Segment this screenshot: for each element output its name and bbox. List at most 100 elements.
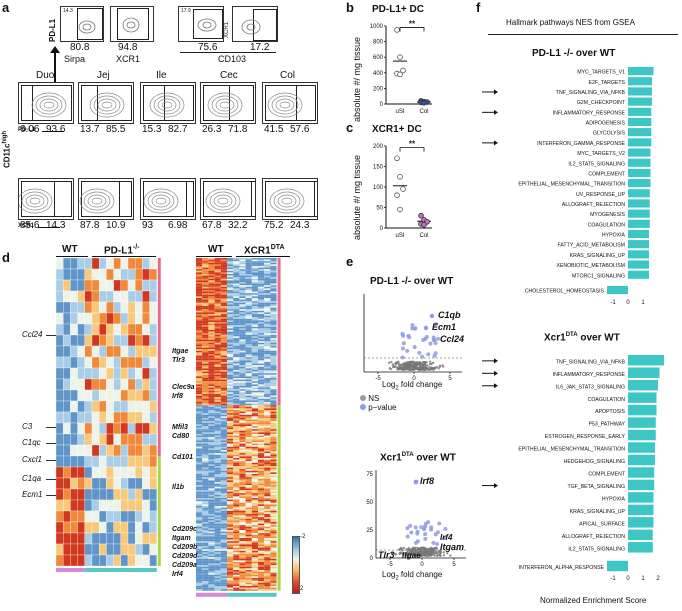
heatmap-cell xyxy=(214,586,221,588)
heatmap-cell xyxy=(251,491,258,494)
heatmap-cell xyxy=(264,534,271,537)
heatmap-cell xyxy=(77,477,85,490)
heatmap-cell xyxy=(142,258,150,270)
heatmap-cell xyxy=(202,587,209,590)
heatmap-cell xyxy=(233,296,240,298)
heatmap-cell xyxy=(245,411,252,414)
heatmap-cell xyxy=(251,507,258,510)
heatmap-cell xyxy=(264,424,271,426)
heatmap-cell xyxy=(264,578,271,580)
heatmap-cell xyxy=(239,403,246,406)
heatmap-cell xyxy=(91,477,100,490)
contour xyxy=(101,101,113,109)
heatmap-cell xyxy=(239,314,246,316)
heatmap-cell xyxy=(202,547,209,550)
heatmap-cell xyxy=(227,464,234,466)
heatmap-cell xyxy=(208,563,215,566)
heatmap-cell xyxy=(208,448,215,450)
heatmap-cell xyxy=(227,515,234,518)
heatmap-cell xyxy=(214,563,221,566)
heatmap-cell xyxy=(220,304,227,306)
heatmap-cell xyxy=(70,323,78,336)
heatmap-cell xyxy=(264,395,271,398)
heatmap-cell xyxy=(127,444,136,457)
sig-point xyxy=(437,521,442,526)
heatmap-cell xyxy=(214,376,221,378)
heatmap-cell xyxy=(202,346,209,348)
heatmap-cell xyxy=(202,445,209,447)
heatmap-cell xyxy=(208,584,215,586)
heatmap-cell xyxy=(84,411,93,424)
heatmap-cell xyxy=(227,314,234,316)
heatmap-cell xyxy=(258,494,265,497)
heatmap-cell xyxy=(196,302,203,305)
heatmap-cell xyxy=(245,341,252,343)
heatmap-cell xyxy=(251,435,258,438)
ns-point xyxy=(400,368,403,371)
heatmap-cell xyxy=(220,496,227,498)
heatmap-cell xyxy=(245,414,252,417)
heatmap-cell xyxy=(196,323,203,326)
heatmap-cell xyxy=(227,563,234,566)
heatmap-cell xyxy=(258,398,265,401)
heatmap-cell xyxy=(245,355,252,358)
heatmap-cell xyxy=(227,446,234,449)
ns-point xyxy=(414,546,417,549)
heatmap-cell xyxy=(239,389,246,391)
volcano-top-title: PD-L1 -/- over WT xyxy=(370,276,454,287)
heatmap-cell xyxy=(220,541,227,543)
heatmap-cell xyxy=(239,341,246,343)
heatmap-cell xyxy=(245,462,252,465)
heatmap-cell xyxy=(202,453,209,455)
heatmap-cell xyxy=(270,283,277,286)
heatmap-cell xyxy=(208,589,215,591)
nes-bar xyxy=(628,467,655,478)
heatmap-cell xyxy=(196,546,203,548)
heatmap-cell xyxy=(214,318,221,321)
heatmap-cell xyxy=(233,397,240,399)
heatmap-cell xyxy=(202,563,209,566)
heatmap-cell xyxy=(91,433,100,446)
heatmap-cell xyxy=(106,279,114,292)
heatmap-cell xyxy=(233,469,240,471)
heatmap-cell xyxy=(106,521,114,534)
heatmap-cell xyxy=(270,563,277,566)
heatmap-cell xyxy=(251,427,258,430)
heatmap-cell xyxy=(251,515,258,518)
heatmap-cell xyxy=(202,352,209,354)
sig-point xyxy=(412,344,417,349)
heatmap-cell xyxy=(220,438,227,441)
heatmap-cell xyxy=(233,419,240,422)
heatmap-cell xyxy=(77,345,85,358)
heatmap-cell xyxy=(227,270,234,273)
heatmap-cell xyxy=(202,275,209,278)
heatmap-cell xyxy=(233,379,240,382)
heatmap-cell xyxy=(202,386,209,388)
heatmap-cell xyxy=(202,458,209,460)
gate-value: 67.8 xyxy=(202,220,222,231)
heatmap-cell xyxy=(239,442,246,444)
flow-plot-xcr1 xyxy=(110,6,154,42)
heatmap-cell xyxy=(251,373,258,375)
heatmap-cell xyxy=(233,269,240,271)
heatmap-cell xyxy=(120,258,129,270)
heatmap-cell xyxy=(220,350,227,353)
heatmap-cell xyxy=(233,282,240,284)
heatmap-cell xyxy=(220,454,227,457)
heatmap-cell xyxy=(264,352,271,354)
heatmap-cell xyxy=(99,466,107,479)
contour xyxy=(269,188,305,214)
sig-point xyxy=(433,351,438,356)
heatmap-cell xyxy=(264,346,271,348)
heatmap-cell xyxy=(239,458,246,460)
heatmap-cell xyxy=(239,491,246,494)
heatmap-cell xyxy=(239,480,246,482)
heatmap-cell xyxy=(245,312,252,314)
heatmap-cell xyxy=(220,507,227,510)
heatmap-cell xyxy=(202,274,209,276)
heatmap-cell xyxy=(56,258,64,270)
heatmap-cell xyxy=(208,259,215,262)
heatmap-cell xyxy=(220,510,227,513)
heatmap-cell xyxy=(270,261,277,263)
heatmap-cell xyxy=(208,446,215,449)
